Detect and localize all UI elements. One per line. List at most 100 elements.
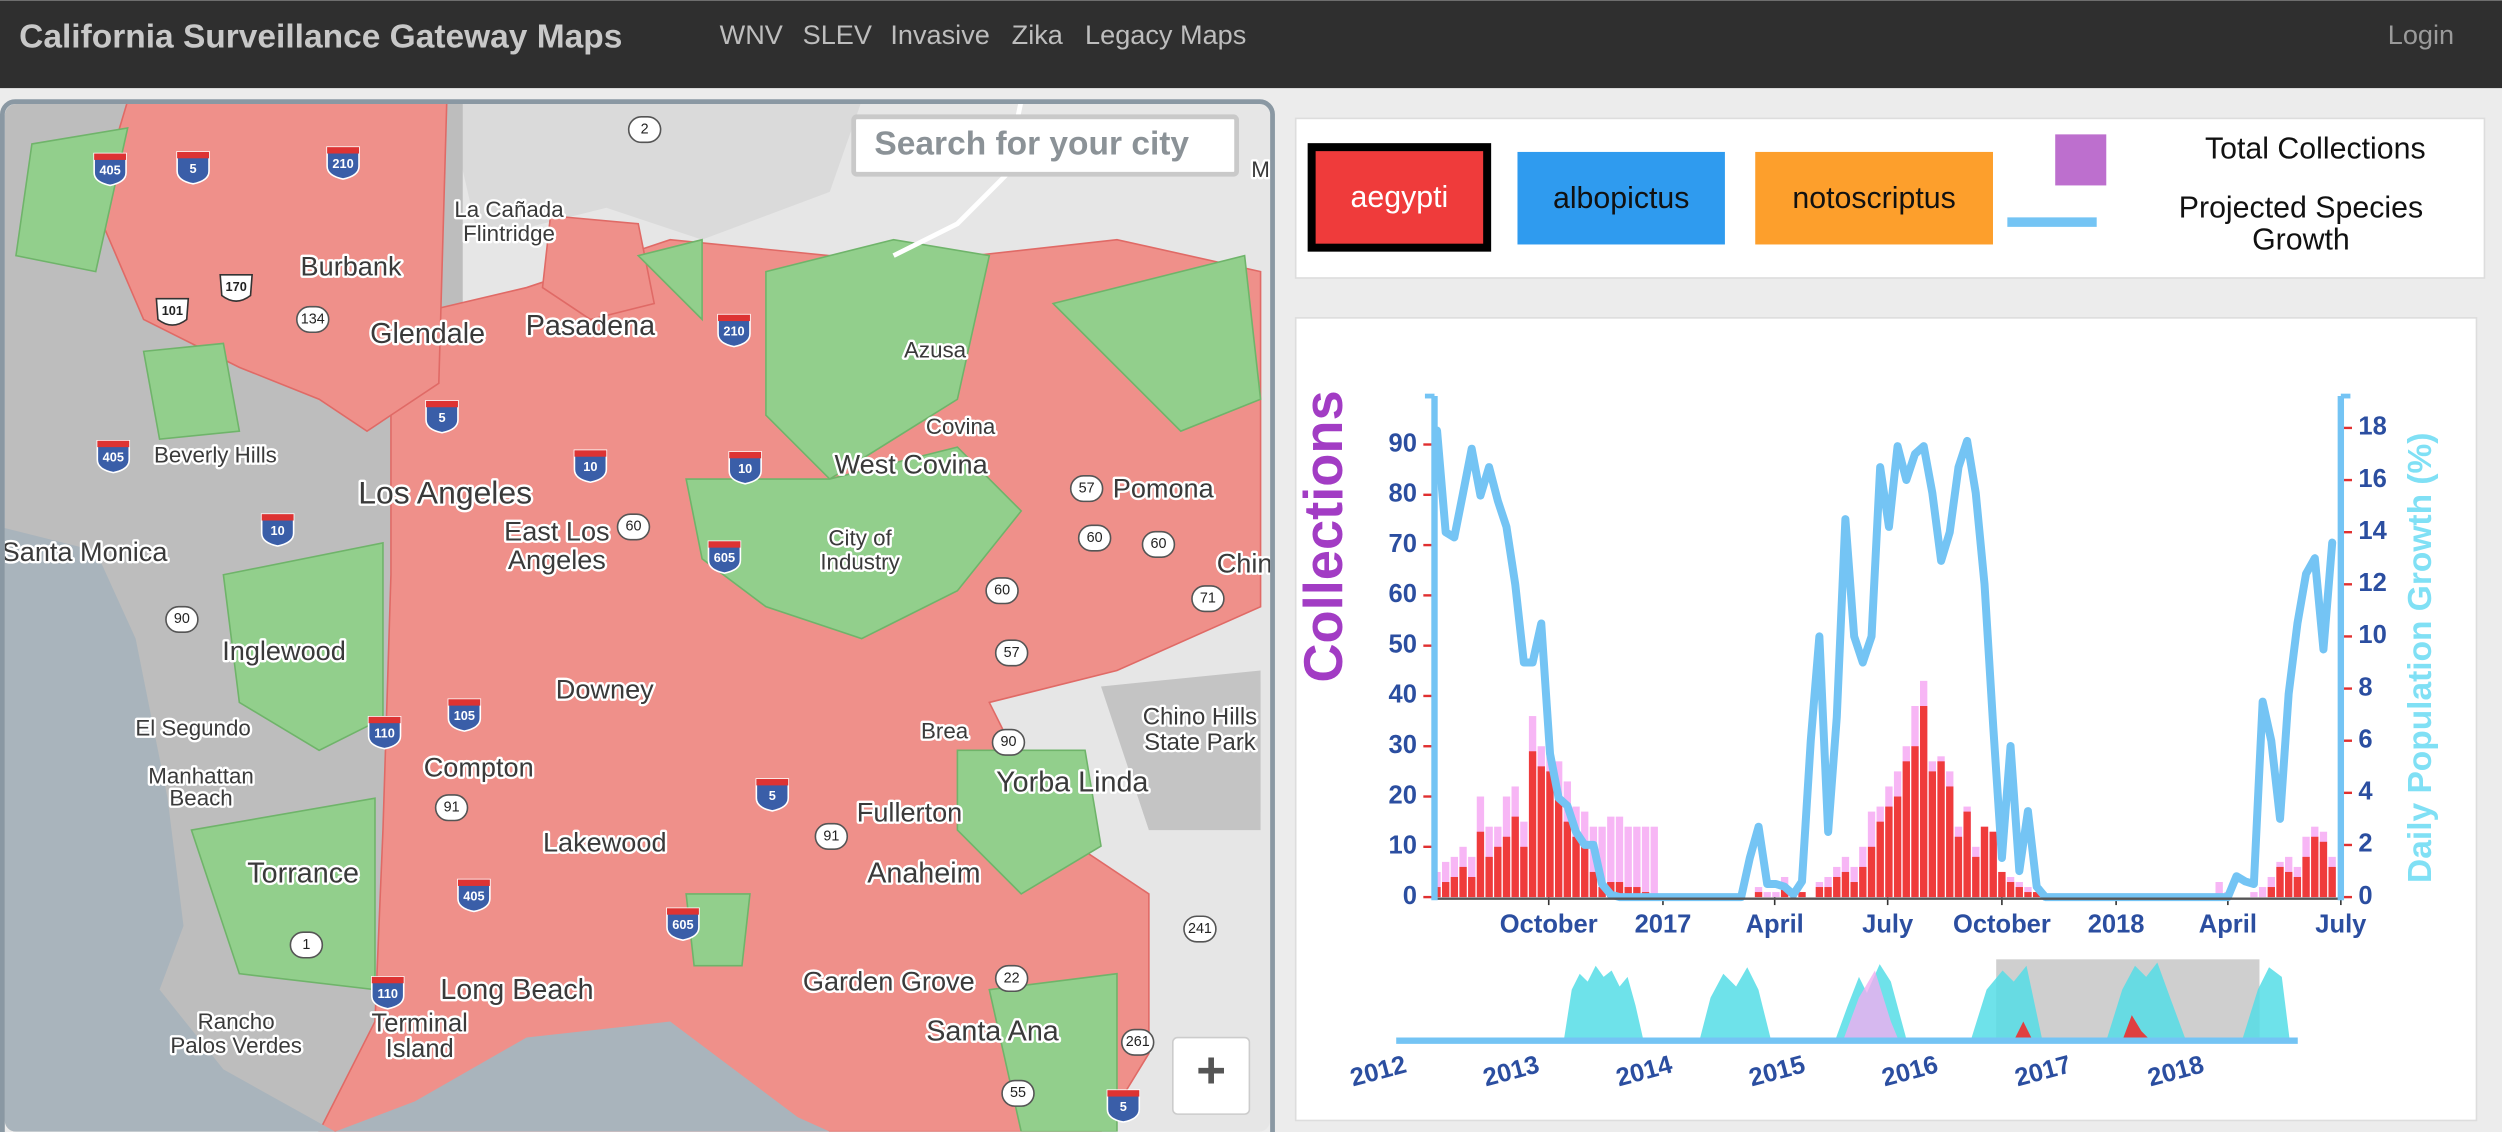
interstate-shield bbox=[666, 907, 700, 941]
legend-swatch bbox=[2055, 134, 2107, 186]
bar bbox=[1841, 871, 1850, 898]
bar bbox=[1633, 826, 1641, 898]
interstate-shield bbox=[447, 698, 482, 732]
y-tick-label: 90 bbox=[1389, 429, 1417, 457]
chart: 0 10 20 30 40 50 60 70 80 90 0 2 4 6 8 10 12 14 16 18 Octobe… bbox=[1389, 393, 2388, 939]
place-label: Rancho bbox=[198, 1009, 275, 1034]
place-label: Fullerton bbox=[857, 796, 962, 827]
interstate-shield bbox=[260, 513, 295, 547]
interstate-shield-top bbox=[368, 716, 401, 724]
interstate-shield bbox=[717, 313, 751, 348]
y2-tick-label: 6 bbox=[2358, 725, 2372, 753]
place-label: Los Angeles bbox=[358, 474, 532, 510]
bar bbox=[1772, 892, 1780, 898]
bar bbox=[2258, 887, 2267, 898]
place-label: Industry bbox=[820, 550, 900, 575]
map-terrain bbox=[446, 104, 862, 240]
interstate-shield bbox=[425, 400, 459, 434]
bar bbox=[2293, 876, 2302, 898]
route-number: 2 bbox=[641, 121, 649, 137]
interstate-shield bbox=[176, 151, 210, 185]
bar bbox=[1563, 821, 1572, 898]
place-label: Azusa bbox=[904, 337, 967, 362]
bar bbox=[1798, 892, 1806, 898]
bar bbox=[1920, 706, 1928, 898]
x-tick-label: October bbox=[1500, 911, 1598, 939]
y-tick-label: 60 bbox=[1389, 580, 1417, 608]
bar bbox=[1850, 866, 1858, 898]
interstate-shield-top bbox=[708, 541, 741, 548]
zoom-in-label: + bbox=[1196, 1042, 1226, 1099]
place-label: Pomona bbox=[1113, 472, 1215, 503]
place-label: Anaheim bbox=[867, 857, 980, 889]
map-ocean bbox=[335, 1021, 830, 1132]
route-number: 110 bbox=[377, 986, 398, 1001]
interstate-shield-top bbox=[426, 400, 458, 408]
bar bbox=[1824, 887, 1832, 898]
place-label: Burbank bbox=[301, 251, 402, 282]
bar bbox=[1589, 871, 1598, 898]
state-route-shield bbox=[985, 577, 1019, 605]
interstate-shield bbox=[370, 976, 405, 1010]
timeline[interactable]: 2012 2013 2014 2015 2016 2017 2018 bbox=[1347, 959, 2298, 1092]
bar bbox=[1963, 811, 1971, 898]
y2-tick-label: 16 bbox=[2358, 465, 2386, 493]
route-number: 210 bbox=[723, 324, 744, 339]
place-label: Manhattan bbox=[148, 763, 254, 788]
interstate-shield bbox=[1106, 1089, 1141, 1123]
state-route-shield bbox=[994, 964, 1029, 993]
y-axis-title: Collections bbox=[1294, 390, 1354, 682]
bar bbox=[1650, 826, 1658, 898]
bar bbox=[2276, 866, 2284, 898]
interstate-shield bbox=[728, 451, 762, 485]
state-route-shield bbox=[1191, 585, 1225, 613]
nav-link[interactable]: Invasive bbox=[890, 19, 989, 50]
y2-tick-label: 18 bbox=[2358, 413, 2386, 441]
nav-link[interactable]: WNV bbox=[720, 19, 783, 50]
place-label: City of bbox=[828, 526, 892, 551]
nav-link[interactable]: Legacy Maps bbox=[1085, 19, 1246, 50]
interstate-shield-top bbox=[371, 976, 404, 984]
bar bbox=[1511, 816, 1519, 898]
interstate-shield bbox=[457, 878, 491, 913]
nav-link[interactable]: Zika bbox=[1012, 19, 1064, 50]
state-route-shield bbox=[814, 822, 849, 851]
y-tick-label: 20 bbox=[1389, 781, 1417, 809]
search-box[interactable] bbox=[851, 114, 1240, 177]
bar bbox=[1520, 846, 1528, 898]
species-button[interactable] bbox=[1755, 151, 1993, 245]
state-route-shield bbox=[1183, 915, 1217, 943]
species-button[interactable] bbox=[1517, 151, 1725, 245]
bar bbox=[1641, 826, 1650, 898]
route-number: 605 bbox=[672, 917, 693, 932]
species-button-label: notoscriptus bbox=[1792, 182, 1955, 215]
interstate-shield-top bbox=[327, 147, 360, 154]
bar bbox=[1867, 846, 1876, 898]
route-number: 5 bbox=[190, 161, 197, 176]
bar bbox=[1615, 816, 1624, 898]
place-label: Chino Hills bbox=[1143, 704, 1257, 731]
us-route-shield bbox=[219, 273, 253, 302]
place-label: Beach bbox=[169, 786, 232, 811]
y-tick-label: 80 bbox=[1389, 480, 1417, 508]
bar bbox=[1833, 876, 1841, 898]
login-link[interactable]: Login bbox=[2388, 19, 2454, 50]
species-button[interactable] bbox=[1307, 143, 1492, 252]
y2-tick-label: 2 bbox=[2358, 830, 2372, 858]
interstate-shield bbox=[707, 540, 742, 574]
place-label: Flintridge bbox=[463, 221, 555, 246]
brand[interactable]: California Surveillance Gateway Maps bbox=[19, 18, 622, 55]
bar bbox=[2285, 871, 2293, 898]
nav-link[interactable]: SLEV bbox=[803, 19, 872, 50]
interstate-shield-top bbox=[666, 908, 699, 915]
zoom-in-button[interactable] bbox=[1172, 1036, 1251, 1115]
legend-label: Total Collections bbox=[2205, 132, 2426, 165]
bar bbox=[2024, 887, 2032, 898]
place-label: Terminal bbox=[371, 1010, 467, 1038]
route-number: 105 bbox=[454, 708, 475, 723]
state-route-shield bbox=[1077, 524, 1112, 552]
bar bbox=[1485, 856, 1493, 898]
map-area-red bbox=[541, 214, 656, 321]
route-number: 5 bbox=[769, 788, 776, 803]
